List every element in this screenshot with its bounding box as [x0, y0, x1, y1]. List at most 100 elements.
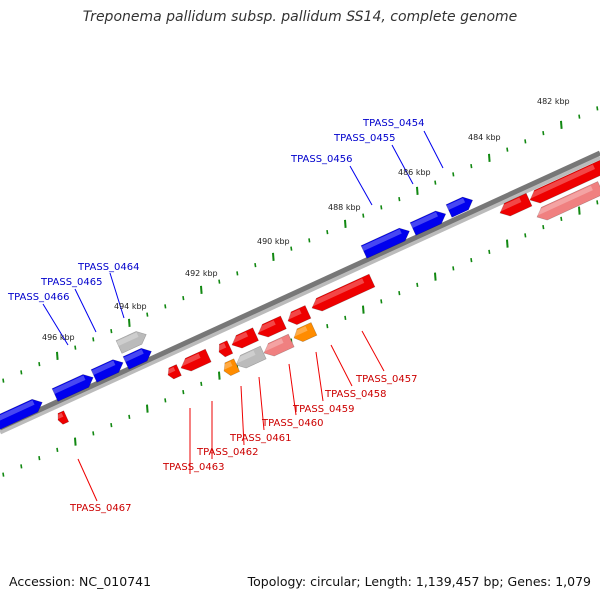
- callout-tpass-0466: [42, 303, 69, 346]
- gene-arrow-tpass-0466-highlight: [0, 400, 35, 424]
- gene-label-tpass-0456[interactable]: TPASS_0456: [290, 154, 352, 165]
- gene-arrow-tpass-0462[interactable]: [221, 358, 241, 378]
- gene-label-tpass-0464[interactable]: TPASS_0464: [77, 262, 139, 273]
- gene-arrow-tpass-0461-b-highlight: [233, 350, 256, 365]
- gene-arrow-tpass-0463-b[interactable]: [165, 364, 182, 381]
- callout-tpass-0465: [74, 288, 97, 333]
- gene-arrow-tpass-0465[interactable]: [51, 371, 96, 402]
- scale-tick: [146, 312, 149, 317]
- gene-arrow-tpass-0457-b-shape: [529, 159, 600, 204]
- gene-arrow-tpass-0457-b[interactable]: [527, 159, 600, 206]
- scale-tick: [398, 291, 401, 296]
- gene-label-tpass-0458[interactable]: TPASS_0458: [324, 389, 386, 400]
- gene-arrow-tpass-0459[interactable]: [255, 315, 287, 340]
- kbp-label-494: 494 kbp: [114, 302, 147, 311]
- gene-arrow-tpass-0465-b-highlight: [91, 360, 116, 376]
- callout-tpass-0454: [423, 130, 444, 169]
- gene-arrow-tpass-0461-highlight: [216, 343, 227, 352]
- gene-arrow-tpass-0457[interactable]: [309, 273, 376, 314]
- scale-tick: [524, 139, 527, 144]
- gene-arrow-tpass-0457-c-highlight: [534, 185, 593, 217]
- gene-label-tpass-0455[interactable]: TPASS_0455: [333, 133, 395, 144]
- scale-tick: [578, 114, 581, 119]
- gene-arrow-tpass-0459-rna-shape: [293, 322, 318, 342]
- scale-tick: [434, 272, 437, 281]
- gene-arrow-tpass-0454-highlight: [446, 197, 466, 211]
- callout-tpass-0461: [258, 376, 265, 431]
- gene-arrow-tpass-0463-highlight: [178, 353, 201, 368]
- callout-tpass-0460: [288, 363, 297, 416]
- gene-label-tpass-0465[interactable]: TPASS_0465: [40, 277, 102, 288]
- gene-arrow-tpass-0458[interactable]: [285, 305, 312, 327]
- gene-arrow-tpass-0458-shape: [287, 305, 312, 325]
- gene-label-tpass-0457[interactable]: TPASS_0457: [355, 374, 417, 385]
- gene-label-tpass-0463[interactable]: TPASS_0463: [162, 462, 224, 473]
- gene-arrow-tpass-0467-highlight: [55, 412, 64, 420]
- callout-tpass-0457: [361, 330, 385, 372]
- scale-tick: [164, 398, 167, 403]
- scale-tick: [326, 324, 329, 329]
- gene-arrow-tpass-0457-c[interactable]: [534, 181, 600, 223]
- scale-tick: [362, 213, 365, 218]
- scale-tick: [92, 431, 95, 436]
- gene-arrow-tpass-0461[interactable]: [216, 340, 234, 359]
- gene-label-tpass-0462[interactable]: TPASS_0462: [196, 447, 258, 458]
- scale-tick: [596, 200, 599, 205]
- scale-tick: [74, 345, 77, 350]
- scale-tick: [200, 381, 203, 386]
- gene-arrow-tpass-0460-b[interactable]: [261, 333, 295, 359]
- gene-arrow-tpass-0454[interactable]: [445, 194, 475, 218]
- scale-tick: [290, 246, 293, 251]
- gene-arrow-tpass-0463-shape: [180, 348, 212, 372]
- gene-arrow-tpass-0457-a-shape: [499, 192, 533, 217]
- gene-arrow-tpass-0467[interactable]: [55, 410, 70, 426]
- accession-text: Accession: NC_010741: [9, 574, 152, 589]
- gene-arrow-tpass-0456-shape: [360, 227, 410, 259]
- scale-tick: [272, 252, 275, 261]
- scale-tick: [434, 180, 437, 185]
- scale-tick: [416, 186, 419, 195]
- gene-label-tpass-0454[interactable]: TPASS_0454: [362, 118, 424, 129]
- scale-tick: [20, 370, 23, 375]
- gene-arrow-tpass-0460[interactable]: [229, 327, 259, 352]
- gene-arrow-tpass-0457-b-highlight: [527, 164, 595, 200]
- gene-arrow-tpass-0465-b[interactable]: [90, 356, 126, 383]
- gene-label-tpass-0466[interactable]: TPASS_0466: [7, 292, 69, 303]
- scale-tick: [2, 472, 5, 477]
- topology-summary: Topology: circular; Length: 1,139,457 bp…: [247, 574, 591, 589]
- gene-arrow-tpass-0456[interactable]: [360, 225, 412, 259]
- gene-arrow-tpass-0461-b[interactable]: [233, 345, 267, 371]
- scale-tick: [506, 239, 509, 248]
- scale-tick: [380, 205, 383, 210]
- gene-label-tpass-0461[interactable]: TPASS_0461: [229, 433, 291, 444]
- gene-arrow-tpass-0454-shape: [445, 196, 474, 218]
- gene-arrow-tpass-0457-a[interactable]: [497, 192, 533, 219]
- gene-arrow-tpass-0455[interactable]: [409, 208, 449, 236]
- scale-tick: [362, 305, 365, 314]
- gene-arrow-tpass-0464[interactable]: [115, 328, 149, 354]
- scale-tick: [128, 318, 131, 327]
- scale-tick: [488, 249, 491, 254]
- kbp-label-496: 496 kbp: [42, 333, 75, 342]
- scale-tick: [578, 206, 581, 215]
- gene-label-tpass-0460[interactable]: TPASS_0460: [261, 418, 323, 429]
- gene-arrow-tpass-0461-shape: [218, 340, 234, 358]
- gene-callouts: [42, 130, 444, 502]
- gene-arrow-tpass-0456-highlight: [361, 229, 402, 252]
- scale-tick: [254, 263, 257, 268]
- scale-tick: [344, 315, 347, 320]
- gene-arrow-tpass-0458-highlight: [285, 309, 302, 321]
- gene-arrow-tpass-0459-rna[interactable]: [291, 322, 318, 344]
- gene-label-tpass-0467[interactable]: TPASS_0467: [69, 503, 131, 514]
- scale-tick: [110, 329, 113, 334]
- scale-tick: [560, 216, 563, 221]
- reverse-gene-labels: TPASS_0457 TPASS_0458 TPASS_0459 TPASS_0…: [69, 374, 417, 514]
- gene-arrow-tpass-0464-b[interactable]: [122, 345, 154, 370]
- scale-tick: [56, 351, 59, 360]
- gene-arrow-tpass-0463[interactable]: [178, 348, 212, 374]
- callout-tpass-0455: [391, 144, 414, 185]
- gene-label-tpass-0459[interactable]: TPASS_0459: [292, 404, 354, 415]
- scale-tick: [128, 414, 131, 419]
- gene-arrow-tpass-0466[interactable]: [0, 396, 45, 431]
